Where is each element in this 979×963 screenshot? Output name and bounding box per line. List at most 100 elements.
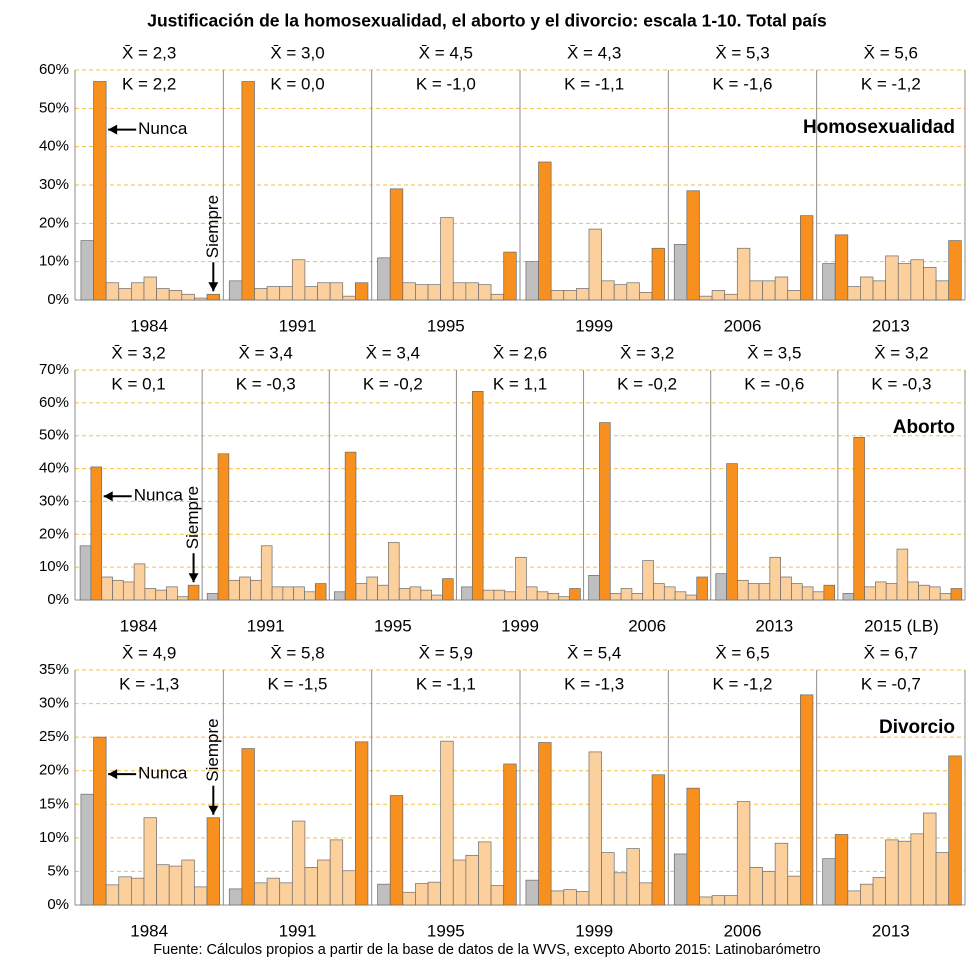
bar <box>93 81 107 301</box>
bar <box>910 833 924 906</box>
x-tick-label: 1991 <box>279 921 317 940</box>
bar <box>576 891 590 906</box>
mean-label: X̄ = 5,4 <box>567 643 621 662</box>
bar <box>685 594 698 601</box>
bar <box>440 217 454 301</box>
bar <box>291 820 306 906</box>
bar <box>674 591 687 601</box>
bar <box>673 853 688 906</box>
bar <box>651 247 665 301</box>
bar <box>918 584 930 601</box>
kurtosis-label: K = 0,1 <box>111 374 165 393</box>
kurtosis-label: K = -1,0 <box>416 74 476 93</box>
bar <box>420 589 432 601</box>
bar <box>769 556 781 601</box>
source-note: Fuente: Cálculos propios a partir de la … <box>153 942 820 958</box>
bar <box>791 583 803 601</box>
bar <box>620 588 633 601</box>
mean-label: X̄ = 3,5 <box>747 343 801 362</box>
bar <box>853 437 865 601</box>
bar <box>897 840 912 906</box>
bar <box>228 888 243 906</box>
bar <box>317 282 331 301</box>
panel-label: Divorcio <box>879 717 955 738</box>
x-tick-label: 1984 <box>130 316 168 335</box>
bar <box>599 422 611 601</box>
bar <box>304 867 318 906</box>
bar <box>563 889 577 906</box>
y-tick-label: 50% <box>39 99 69 116</box>
x-tick-label: 1995 <box>427 921 465 940</box>
bar <box>639 882 653 906</box>
bar <box>415 883 429 906</box>
bar <box>711 290 726 301</box>
bar <box>948 755 962 906</box>
bar <box>935 280 950 301</box>
bar <box>526 586 538 601</box>
kurtosis-label: K = -1,1 <box>416 674 476 693</box>
bar <box>774 276 789 301</box>
annotation-arrowhead <box>188 573 199 583</box>
bar <box>80 793 94 906</box>
bar <box>260 545 273 601</box>
bar <box>897 263 912 301</box>
bar <box>749 280 763 301</box>
kurtosis-label: K = -1,2 <box>712 674 772 693</box>
kurtosis-label: K = -0,2 <box>363 374 423 393</box>
bar <box>293 586 305 601</box>
bar <box>239 576 251 601</box>
bar <box>471 391 484 601</box>
bar <box>799 694 814 906</box>
bar <box>465 282 479 301</box>
bar <box>749 867 763 906</box>
y-tick-label: 20% <box>39 525 69 542</box>
bar <box>329 839 344 906</box>
bar <box>90 466 103 601</box>
x-tick-label: 1991 <box>247 616 285 635</box>
bar <box>550 890 565 906</box>
bar <box>478 841 492 906</box>
bar <box>254 288 268 301</box>
bar <box>452 859 467 906</box>
y-tick-label: 10% <box>39 253 69 270</box>
kurtosis-label: K = 2,2 <box>122 74 176 93</box>
annotation: Nunca <box>138 764 188 783</box>
bar <box>950 588 963 601</box>
y-tick-label: 20% <box>39 214 69 231</box>
bar <box>726 463 738 601</box>
bar <box>206 593 219 601</box>
bar <box>774 842 789 906</box>
mean-label: X̄ = 3,2 <box>620 343 674 362</box>
bar <box>427 284 441 301</box>
bar <box>187 584 200 601</box>
x-tick-label: 1991 <box>279 316 317 335</box>
bar <box>801 586 814 601</box>
bar <box>168 865 183 906</box>
chart-title: Justificación de la homosexualidad, el a… <box>147 11 827 31</box>
bar <box>442 578 454 601</box>
y-tick-label: 10% <box>39 829 69 846</box>
bar <box>642 560 654 601</box>
bar <box>651 774 665 906</box>
bar <box>860 883 874 906</box>
bar <box>503 763 517 906</box>
kurtosis-label: K = -0,2 <box>617 374 677 393</box>
bar <box>282 586 295 601</box>
x-tick-label: 1984 <box>130 921 168 940</box>
bar <box>291 259 306 301</box>
bar <box>304 286 318 301</box>
bar <box>402 891 416 906</box>
bar <box>923 812 937 906</box>
bar <box>550 290 565 301</box>
annotation-arrowhead <box>108 769 118 780</box>
x-tick-label: 1999 <box>575 921 613 940</box>
bar <box>105 282 120 301</box>
y-tick-label: 0% <box>47 291 69 308</box>
bar <box>834 834 849 906</box>
bar <box>696 576 708 601</box>
bar <box>699 896 713 906</box>
bar <box>377 584 389 601</box>
bar <box>736 247 751 301</box>
bar <box>217 453 230 601</box>
kurtosis-label: K = -0,3 <box>236 374 296 393</box>
